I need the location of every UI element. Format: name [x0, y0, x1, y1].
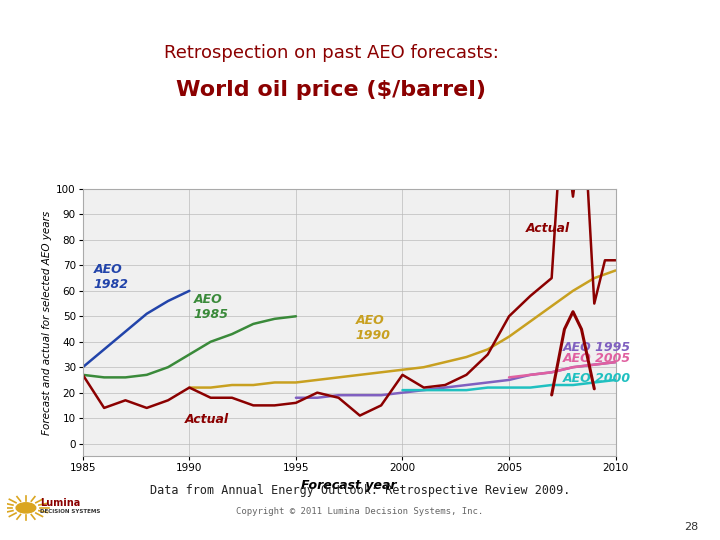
Text: AEO
1990: AEO 1990: [356, 314, 390, 342]
Text: Actual: Actual: [526, 222, 570, 235]
Text: Actual: Actual: [185, 413, 229, 426]
Text: AEO
1982: AEO 1982: [94, 263, 128, 291]
Text: AEO
1985: AEO 1985: [194, 293, 229, 321]
Text: DECISION SYSTEMS: DECISION SYSTEMS: [40, 509, 100, 514]
Text: AEO 1995: AEO 1995: [562, 341, 631, 354]
Text: Copyright © 2011 Lumina Decision Systems, Inc.: Copyright © 2011 Lumina Decision Systems…: [236, 507, 484, 516]
Text: Retrospection on past AEO forecasts:: Retrospection on past AEO forecasts:: [163, 44, 499, 62]
Y-axis label: Forecast and actual for selected AEO years: Forecast and actual for selected AEO yea…: [42, 211, 52, 435]
Text: AEO 2000: AEO 2000: [562, 372, 631, 385]
X-axis label: Forecast year: Forecast year: [302, 479, 397, 492]
Text: 28: 28: [684, 522, 698, 532]
Text: Lumina: Lumina: [40, 498, 80, 508]
Circle shape: [16, 503, 36, 513]
Text: AEO 2005: AEO 2005: [562, 352, 631, 365]
Text: Data from Annual Energy Outlook: Retrospective Review 2009.: Data from Annual Energy Outlook: Retrosp…: [150, 484, 570, 497]
Text: World oil price ($/barrel): World oil price ($/barrel): [176, 80, 486, 100]
